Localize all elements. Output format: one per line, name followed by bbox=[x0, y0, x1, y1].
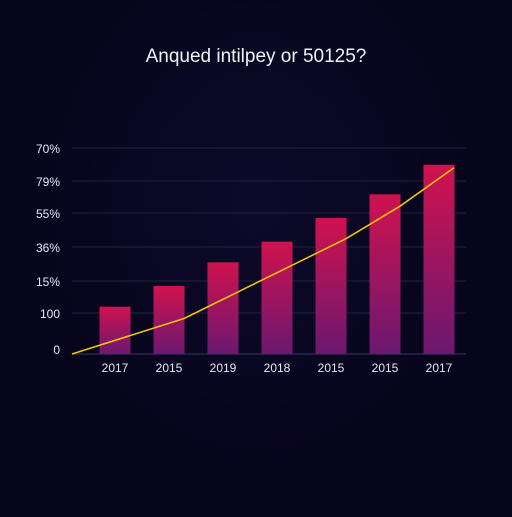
y-tick-label: 36% bbox=[36, 241, 60, 255]
y-axis-ticks: 70% 79% 55% 36% 15% 100 0 bbox=[36, 142, 60, 357]
y-tick-label: 70% bbox=[36, 142, 60, 156]
trend-line-group bbox=[71, 167, 455, 355]
bars bbox=[99, 164, 455, 354]
y-tick-label: 0 bbox=[53, 343, 60, 357]
x-tick-label: 2019 bbox=[210, 361, 237, 375]
bar bbox=[315, 218, 347, 354]
trend-line bbox=[71, 167, 455, 355]
bar bbox=[99, 306, 131, 354]
bar bbox=[369, 194, 401, 354]
x-tick-label: 2018 bbox=[264, 361, 291, 375]
y-tick-label: 55% bbox=[36, 207, 60, 221]
bar bbox=[423, 164, 455, 354]
y-tick-label: 100 bbox=[40, 307, 60, 321]
bar bbox=[261, 241, 293, 354]
bar bbox=[207, 262, 239, 354]
x-tick-label: 2015 bbox=[156, 361, 183, 375]
y-tick-label: 79% bbox=[36, 175, 60, 189]
x-tick-label: 2017 bbox=[102, 361, 129, 375]
y-tick-label: 15% bbox=[36, 275, 60, 289]
chart-title: Anqued intilpey or 50125? bbox=[146, 46, 367, 67]
x-tick-label: 2015 bbox=[372, 361, 399, 375]
x-tick-label: 2017 bbox=[426, 361, 453, 375]
x-tick-label: 2015 bbox=[318, 361, 345, 375]
x-axis-ticks: 2017 2015 2019 2018 2015 2015 2017 bbox=[102, 361, 453, 375]
